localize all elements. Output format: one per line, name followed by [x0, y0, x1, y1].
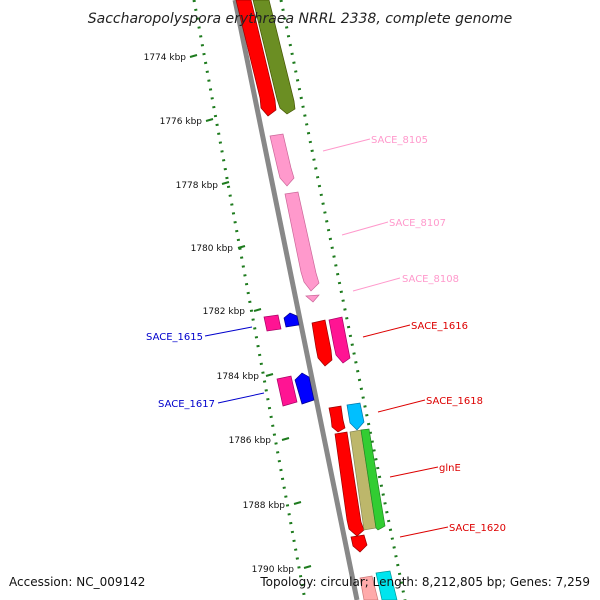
gene-arrow[interactable] [328, 316, 351, 364]
topology-summary: Topology: circular; Length: 8,212,805 bp… [259, 575, 590, 589]
gene-arrow[interactable] [235, 0, 277, 117]
gene-leader-line [204, 326, 253, 337]
scale-tick-label: 1774 kbp [144, 53, 187, 63]
gene-label[interactable]: SACE_8108 [402, 274, 459, 285]
gene-arrow[interactable] [284, 191, 320, 292]
gene-leader-line [362, 324, 411, 338]
gene-arrow[interactable] [305, 294, 320, 303]
gene-leader-line [399, 526, 449, 538]
scale-tick [189, 54, 198, 58]
scale-tick [293, 501, 302, 505]
gene-arrow[interactable] [346, 402, 365, 431]
gene-arrow[interactable] [276, 375, 298, 407]
scale-tick [265, 373, 274, 377]
gene-label[interactable]: SACE_1618 [426, 396, 483, 407]
gene-label[interactable]: glnE [439, 463, 461, 474]
gene-arrow[interactable] [252, 0, 296, 115]
gene-leader-line [217, 392, 265, 404]
gene-arrow[interactable] [359, 575, 379, 600]
outer-dotted-track [279, 0, 407, 600]
scale-tick [303, 565, 312, 569]
gene-leader-lines [204, 138, 449, 538]
scale-tick-label: 1786 kbp [229, 436, 272, 446]
gene-arrow[interactable] [283, 312, 300, 328]
gene-label[interactable]: SACE_1617 [158, 399, 215, 410]
gene-leader-line [341, 221, 389, 236]
gene-label[interactable]: SACE_1620 [449, 523, 506, 534]
gene-arrow[interactable] [263, 314, 282, 332]
scale-tick [221, 181, 230, 185]
gene-leader-line [352, 277, 401, 292]
scale-tick-label: 1788 kbp [243, 501, 286, 511]
gene-leader-line [389, 466, 439, 478]
scale-tick-label: 1776 kbp [160, 117, 203, 127]
scale-tick [205, 118, 214, 122]
gene-arrow[interactable] [375, 570, 398, 600]
gene-arrow[interactable] [269, 133, 295, 187]
gene-label[interactable]: SACE_8105 [371, 135, 428, 146]
gene-arrow[interactable] [360, 428, 386, 531]
gene-arrow[interactable] [328, 405, 346, 433]
scale-tick [237, 245, 246, 249]
scale-tick-label: 1784 kbp [217, 372, 260, 382]
gene-arrow[interactable] [334, 431, 365, 537]
gene-leader-line [377, 399, 426, 413]
scale-tick [281, 437, 290, 441]
gene-leader-line [322, 138, 371, 152]
gene-label[interactable]: SACE_8107 [389, 218, 446, 229]
accession-text: Accession: NC_009142 [9, 575, 145, 589]
gene-label[interactable]: SACE_1616 [411, 321, 468, 332]
gene-label[interactable]: SACE_1615 [146, 332, 203, 343]
scale-tick [253, 308, 262, 312]
page-title: Saccharopolyspora erythraea NRRL 2338, c… [88, 11, 513, 27]
gene-arrow[interactable] [350, 534, 368, 553]
scale-tick-label: 1790 kbp [252, 565, 295, 575]
gene-arrow[interactable] [294, 372, 315, 405]
scale-tick-label: 1780 kbp [191, 244, 234, 254]
scale-tick-label: 1782 kbp [203, 307, 246, 317]
scale-ticks [189, 54, 312, 569]
gene-arrow[interactable] [311, 319, 333, 367]
scale-tick-label: 1778 kbp [176, 181, 219, 191]
genome-backbone [232, 0, 360, 600]
